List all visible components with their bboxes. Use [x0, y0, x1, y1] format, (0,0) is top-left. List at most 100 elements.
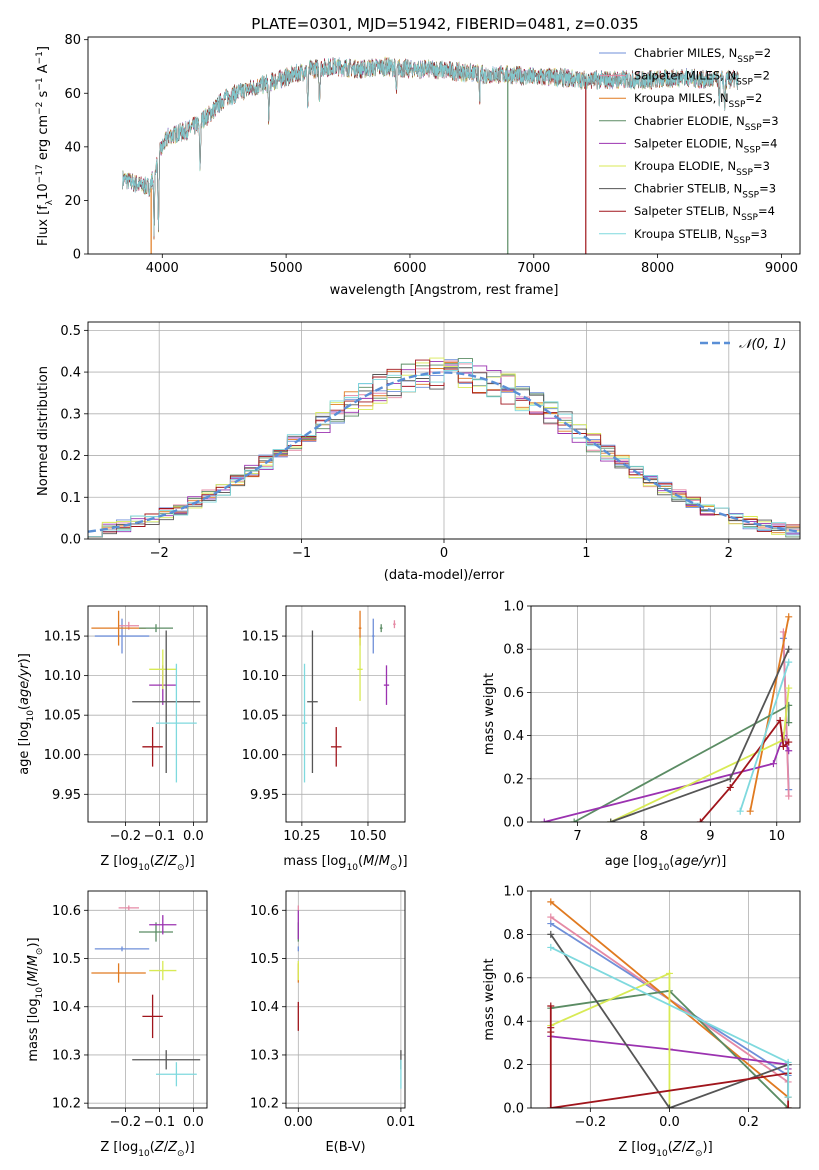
plot-area — [91, 905, 201, 1087]
data-point-3 — [139, 922, 173, 942]
data-point-1 — [393, 620, 396, 629]
plot-area — [301, 610, 396, 783]
y-tick-label: 1.0 — [503, 885, 524, 900]
y-tick-label: 10.2 — [52, 1097, 81, 1112]
y-tick-label: 9.95 — [250, 788, 279, 803]
mass-vs-ebv-plot: 0.00 0.01 10.2 10.3 10.4 10.5 10.6 E(B-V) — [250, 890, 415, 1155]
y-tick-label: 20 — [64, 194, 81, 209]
weight-marker — [785, 645, 793, 653]
x-tick-label: −0.2 — [575, 1115, 607, 1130]
y-axis-label: mass weight — [482, 958, 497, 1040]
y-axis-label: Flux [fλ10−17 erg cm−2 s−1 A−1] — [35, 46, 55, 246]
weight-marker — [784, 1104, 792, 1108]
axes-frame — [530, 605, 801, 823]
data-point-8 — [156, 1062, 197, 1087]
plot-area — [122, 56, 739, 254]
axes-frame — [87, 321, 801, 540]
y-tick-label: 0.2 — [503, 1058, 524, 1073]
y-tick-label: 0.4 — [60, 366, 81, 381]
y-axis-label: mass [log10(M/M⊙)] — [26, 937, 45, 1061]
weight-marker — [785, 792, 793, 800]
axes-frame — [87, 605, 208, 823]
legend: Chabrier MILES, NSSP=2 Salpeter MILES, NS… — [599, 46, 779, 246]
y-tick-label: 0.8 — [503, 928, 524, 943]
x-tick-label: −2 — [150, 546, 169, 561]
plot-area — [88, 357, 800, 538]
legend-label-2: Kroupa MILES, NSSP=2 — [634, 91, 762, 110]
x-tick-label: 10.50 — [349, 829, 386, 844]
data-point-5 — [357, 637, 363, 701]
x-tick-label: 7 — [573, 829, 581, 844]
data-point-1 — [118, 905, 139, 911]
x-tick-label: −0.1 — [144, 1115, 176, 1130]
x-tick-label: −1 — [292, 546, 311, 561]
y-tick-label: 10.15 — [44, 630, 81, 645]
weight-marker — [665, 969, 673, 977]
axes-frame — [285, 605, 406, 823]
weight-line — [739, 661, 790, 812]
weight-series-8 — [547, 943, 792, 1101]
spectrum-line-8 — [122, 57, 739, 237]
y-tick-label: 60 — [64, 87, 81, 102]
weight-marker — [547, 920, 555, 928]
y-tick-label: 10.10 — [242, 669, 279, 684]
y-tick-label: 10.4 — [52, 1000, 81, 1015]
weight-marker — [696, 818, 704, 822]
y-tick-label: 0.3 — [60, 407, 81, 422]
data-point-7 — [142, 994, 163, 1039]
axes-frame — [87, 36, 801, 255]
x-tick-label: 2 — [725, 546, 733, 561]
x-tick-label: 8000 — [641, 261, 674, 276]
y-tick-label: 10.2 — [250, 1097, 279, 1112]
x-tick-label: 6000 — [393, 261, 426, 276]
x-axis-label: E(B-V) — [325, 1140, 365, 1155]
legend-label-1: Salpeter MILES, NSSP=2 — [634, 69, 770, 88]
y-tick-label: 9.95 — [52, 788, 81, 803]
weight-marker — [547, 898, 555, 906]
x-tick-label: 5000 — [270, 261, 303, 276]
x-tick-label: −0.2 — [110, 1115, 142, 1130]
data-point-7 — [330, 727, 342, 767]
data-point-6 — [132, 630, 201, 773]
weight-marker — [785, 658, 793, 666]
y-tick-label: 0.2 — [60, 449, 81, 464]
residual-histogram-plot: −2 −1 0 1 2 0.0 0.1 0.2 0.3 0.4 0.5 𝒩(0, 1) (data-mo… — [36, 321, 801, 583]
weight-marker — [547, 913, 555, 921]
y-tick-label: 10.5 — [250, 952, 279, 967]
data-point-0 — [94, 946, 150, 952]
weight-marker — [540, 818, 548, 822]
x-axis-label: Z [log10(Z/Z⊙)] — [100, 854, 194, 873]
legend-label-7: Salpeter STELIB, NSSP=4 — [634, 204, 775, 223]
x-axis-label: mass [log10(M/M⊙)] — [283, 854, 407, 873]
y-tick-label: 10.05 — [44, 709, 81, 724]
y-tick-label: 10.15 — [242, 630, 279, 645]
x-tick-label: −0.2 — [110, 829, 142, 844]
y-tick-label: 0.5 — [60, 324, 81, 339]
normal-curve — [88, 371, 800, 533]
data-point-2 — [91, 610, 146, 646]
y-tick-label: 0.0 — [503, 1102, 524, 1117]
x-tick-label: 4000 — [146, 261, 179, 276]
y-tick-label: 1.0 — [503, 600, 524, 615]
x-tick-label: 1 — [582, 546, 590, 561]
y-tick-label: 10.00 — [44, 748, 81, 763]
y-tick-label: 10.00 — [242, 748, 279, 763]
weight-marker — [784, 1058, 792, 1066]
x-tick-label: 0.01 — [386, 1115, 415, 1130]
y-tick-label: 10.5 — [52, 952, 81, 967]
x-tick-label: 0.0 — [659, 1115, 680, 1130]
weight-series-2 — [746, 613, 793, 815]
weight-marker — [726, 775, 734, 783]
x-tick-label: 9 — [706, 829, 714, 844]
x-tick-label: 0.2 — [738, 1115, 759, 1130]
data-point-0 — [371, 618, 375, 654]
x-tick-label: 0 — [440, 546, 448, 561]
mass-vs-metallicity-plot: −0.2 −0.1 0.0 10.2 10.3 10.4 10.5 10.6 Z [log10(… — [26, 890, 208, 1159]
weight-marker — [736, 807, 744, 815]
y-axis-label: Normed distribution — [36, 366, 51, 496]
x-axis-label: (data-model)/error — [384, 568, 505, 583]
weight-marker — [785, 613, 793, 621]
weight-marker — [570, 818, 578, 822]
x-tick-label: 0.0 — [183, 829, 204, 844]
weight-vs-metallicity-plot: −0.2 0.0 0.2 0.0 0.2 0.4 0.6 0.8 1.0 Z [log10(Z/Z… — [482, 885, 801, 1159]
